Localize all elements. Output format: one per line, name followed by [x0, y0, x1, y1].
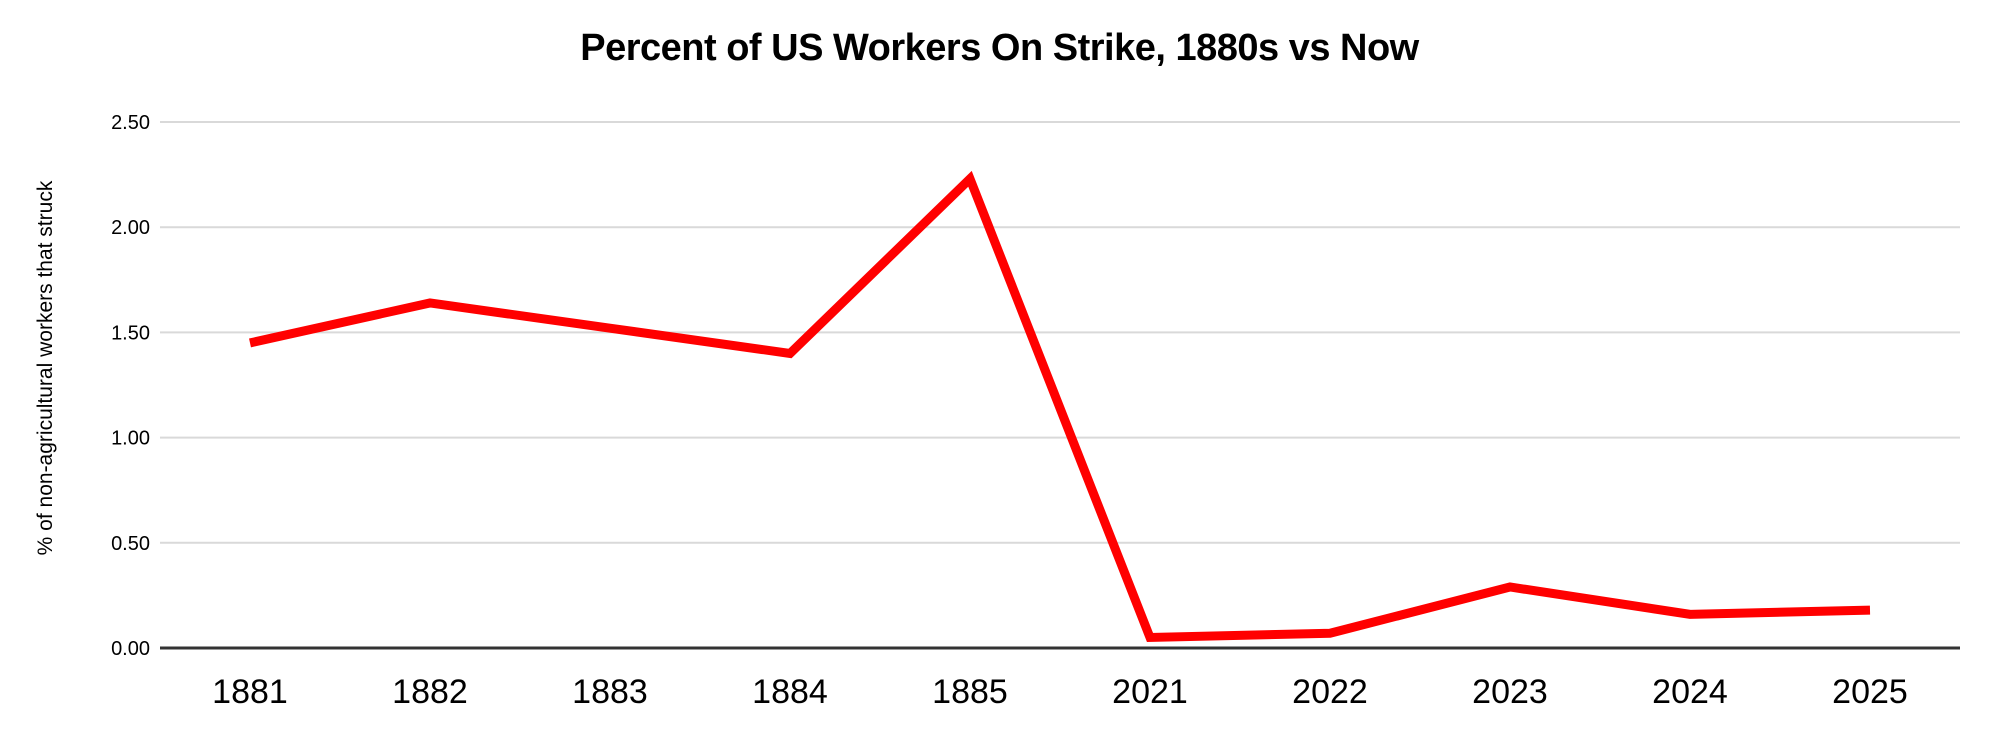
x-tick-label: 2024: [1652, 673, 1728, 711]
y-tick-label: 2.00: [111, 217, 150, 239]
x-tick-label: 1881: [212, 673, 288, 711]
strike-series-line: [249, 170, 1871, 643]
y-tick-label: 0.50: [111, 533, 150, 555]
x-tick-label: 1883: [572, 673, 648, 711]
y-tick-label: 2.50: [111, 112, 150, 134]
x-tick-label: 2023: [1472, 673, 1548, 711]
y-tick-label: 1.00: [111, 428, 150, 450]
y-tick-label: 0.00: [111, 638, 150, 660]
x-tick-label: 1885: [932, 673, 1008, 711]
x-tick-label: 1882: [392, 673, 468, 711]
x-tick-label: 2022: [1292, 673, 1368, 711]
x-tick-label: 1884: [752, 673, 828, 711]
x-tick-label: 2025: [1832, 673, 1908, 711]
y-tick-label: 1.50: [111, 322, 150, 344]
chart-title: Percent of US Workers On Strike, 1880s v…: [580, 27, 1419, 69]
x-tick-label: 2021: [1112, 673, 1188, 711]
